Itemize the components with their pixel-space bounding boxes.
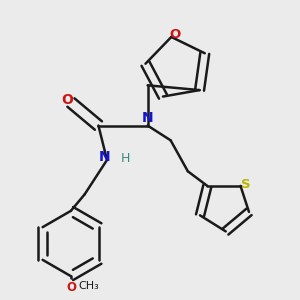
Text: S: S	[241, 178, 250, 191]
Text: N: N	[98, 149, 110, 164]
Text: O: O	[61, 93, 74, 107]
Text: H: H	[121, 152, 130, 165]
Text: CH₃: CH₃	[78, 281, 99, 291]
Text: O: O	[170, 28, 181, 41]
Text: O: O	[66, 281, 76, 294]
Text: N: N	[142, 111, 153, 125]
